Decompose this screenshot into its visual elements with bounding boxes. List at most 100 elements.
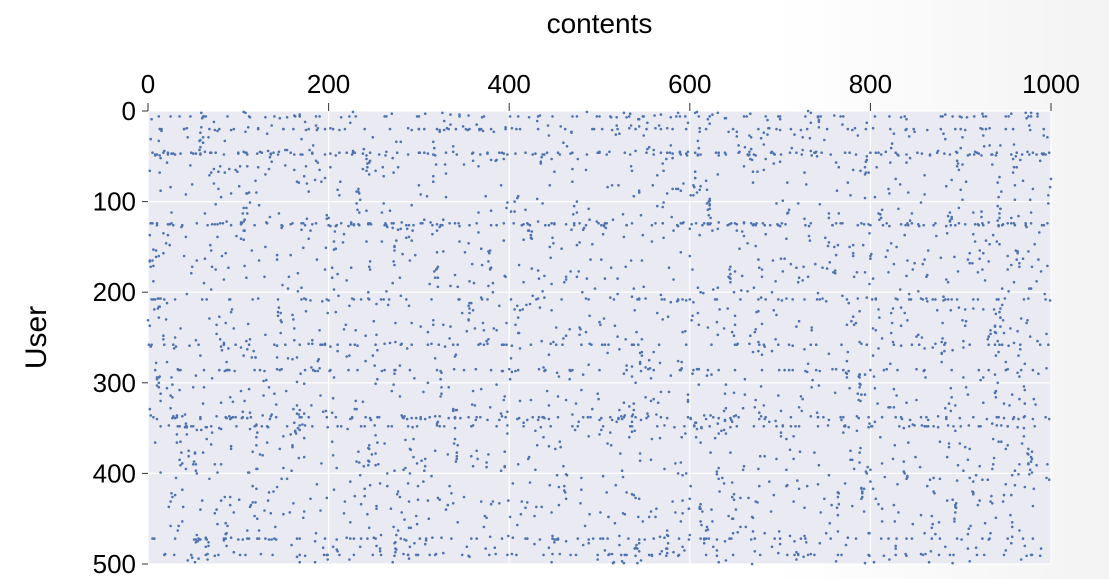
- data-point: [778, 115, 782, 118]
- data-point: [1035, 153, 1038, 156]
- data-point: [271, 553, 274, 557]
- data-point: [543, 416, 546, 420]
- data-point: [971, 261, 974, 265]
- data-point: [730, 537, 733, 540]
- data-point: [998, 212, 1001, 215]
- data-point: [284, 164, 287, 167]
- data-point: [246, 322, 250, 326]
- data-point: [434, 268, 438, 271]
- data-point: [379, 298, 383, 301]
- data-point: [1000, 287, 1004, 290]
- data-point: [795, 558, 798, 561]
- data-point: [868, 554, 871, 558]
- data-point: [885, 222, 888, 225]
- data-point: [910, 343, 914, 347]
- data-point: [323, 153, 327, 156]
- data-point: [246, 212, 249, 215]
- data-point: [702, 222, 706, 225]
- data-point: [543, 296, 546, 299]
- data-point: [700, 523, 703, 527]
- data-point: [543, 274, 546, 278]
- data-point: [588, 512, 591, 516]
- data-point: [551, 534, 554, 538]
- data-point: [190, 556, 194, 559]
- data-point: [708, 115, 711, 118]
- data-point: [518, 309, 522, 312]
- data-point: [1045, 367, 1048, 370]
- data-point: [209, 288, 213, 291]
- data-point: [708, 199, 711, 202]
- data-point: [185, 433, 189, 436]
- data-point: [809, 343, 813, 347]
- data-point: [741, 468, 745, 472]
- data-point: [775, 202, 778, 205]
- data-point: [753, 406, 757, 409]
- data-point: [542, 435, 545, 439]
- data-point: [542, 366, 545, 369]
- data-point: [1044, 415, 1047, 419]
- data-point: [898, 183, 902, 186]
- data-point: [924, 376, 927, 379]
- data-point: [684, 472, 688, 475]
- data-point: [475, 123, 479, 126]
- data-point: [705, 374, 709, 377]
- data-point: [417, 127, 421, 131]
- data-point: [524, 208, 527, 212]
- data-point: [836, 513, 840, 517]
- data-point: [730, 481, 734, 484]
- data-point: [264, 245, 267, 249]
- data-point: [265, 378, 268, 382]
- data-point: [762, 168, 766, 172]
- data-point: [786, 553, 789, 557]
- data-point: [540, 155, 543, 159]
- data-point: [654, 126, 657, 130]
- data-point: [1011, 171, 1015, 174]
- data-point: [1029, 287, 1033, 290]
- data-point: [622, 111, 626, 115]
- data-point: [405, 298, 408, 301]
- data-point: [547, 353, 551, 357]
- data-point: [618, 543, 621, 547]
- data-point: [526, 501, 529, 504]
- data-point: [688, 533, 692, 537]
- data-point: [540, 505, 543, 509]
- data-point: [237, 152, 240, 155]
- data-point: [749, 147, 753, 151]
- data-point: [170, 211, 173, 214]
- data-point: [311, 338, 314, 342]
- data-point: [981, 537, 984, 540]
- data-point: [731, 127, 735, 131]
- data-point: [375, 544, 378, 548]
- data-point: [1033, 425, 1036, 428]
- data-point: [371, 354, 375, 357]
- data-point: [458, 298, 461, 301]
- data-point: [957, 306, 961, 309]
- data-point: [1031, 504, 1035, 508]
- data-point: [663, 536, 666, 539]
- data-point: [267, 167, 271, 171]
- data-point: [585, 277, 589, 280]
- data-point: [564, 275, 568, 279]
- data-point: [534, 468, 537, 472]
- data-point: [261, 414, 265, 417]
- data-point: [964, 319, 968, 323]
- data-point: [276, 314, 280, 318]
- data-point: [467, 242, 470, 245]
- data-point: [225, 531, 228, 535]
- data-point: [990, 494, 993, 498]
- data-point: [1013, 184, 1017, 187]
- data-point: [248, 427, 252, 431]
- data-point: [749, 157, 752, 161]
- data-point: [575, 211, 579, 214]
- data-point: [667, 390, 671, 394]
- data-point: [785, 437, 788, 441]
- data-point: [914, 455, 917, 459]
- data-point: [353, 151, 357, 154]
- data-point: [907, 298, 911, 301]
- y-tick-label: 300: [93, 368, 136, 398]
- data-point: [661, 205, 664, 209]
- data-point: [825, 267, 829, 270]
- data-point: [1021, 179, 1025, 183]
- data-point: [1027, 447, 1030, 451]
- data-point: [508, 377, 512, 381]
